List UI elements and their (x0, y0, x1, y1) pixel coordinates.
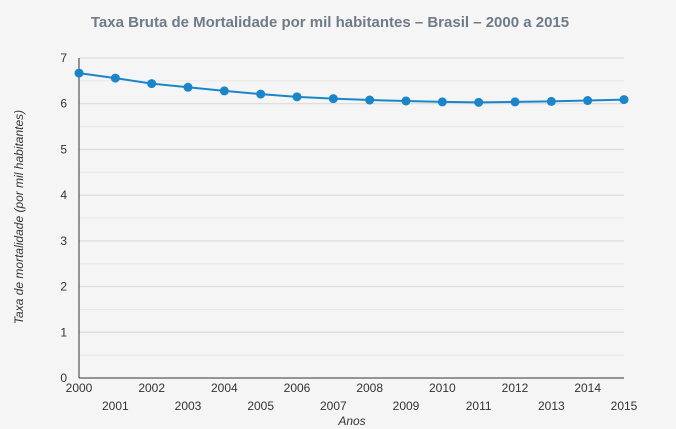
tick-labels: 0 1 2 3 4 5 6 7 2000 2001 2002 2003 2004 2005 2006 2007… (60, 51, 637, 413)
x-tick-label: 2004 (211, 381, 238, 395)
data-point[interactable] (474, 97, 484, 107)
axes (78, 58, 624, 379)
x-tick-label: 2000 (66, 381, 93, 395)
data-point[interactable] (401, 96, 411, 106)
x-tick-label: 2001 (102, 399, 129, 413)
x-tick-label: 2003 (175, 399, 202, 413)
data-points (74, 68, 629, 107)
y-tick-label: 4 (60, 188, 67, 202)
x-tick-label: 2010 (429, 381, 456, 395)
y-tick-label: 1 (60, 325, 67, 339)
x-tick-label: 2005 (247, 399, 274, 413)
x-tick-label: 2009 (393, 399, 420, 413)
y-tick-label: 3 (60, 234, 67, 248)
x-tick-label: 2012 (502, 381, 529, 395)
y-axis-label: Taxa de mortalidade (por mil habitantes) (12, 110, 26, 324)
x-tick-label: 2002 (138, 381, 165, 395)
y-tick-label: 7 (60, 51, 67, 65)
y-tick-label: 2 (60, 280, 67, 294)
data-point[interactable] (510, 97, 520, 107)
data-point[interactable] (219, 86, 229, 96)
grid-lines (79, 57, 624, 356)
series-line (78, 72, 625, 104)
data-point[interactable] (546, 96, 556, 106)
data-point[interactable] (437, 97, 447, 107)
x-tick-label: 2008 (356, 381, 383, 395)
data-point[interactable] (292, 92, 302, 102)
y-tick-label: 0 (60, 371, 67, 385)
x-tick-label: 2015 (611, 399, 638, 413)
data-point[interactable] (74, 68, 84, 78)
series-line (78, 72, 625, 104)
data-point[interactable] (110, 73, 120, 83)
x-axis-label: Anos (337, 414, 365, 428)
y-tick-label: 5 (60, 142, 67, 156)
data-point[interactable] (256, 89, 266, 99)
chart-title: Taxa Bruta de Mortalidade por mil habita… (91, 14, 569, 31)
data-point[interactable] (328, 94, 338, 104)
x-tick-label: 2007 (320, 399, 347, 413)
data-point[interactable] (183, 82, 193, 92)
x-tick-label: 2013 (538, 399, 565, 413)
data-point[interactable] (147, 79, 157, 89)
y-tick-label: 6 (60, 97, 67, 111)
data-point[interactable] (365, 95, 375, 105)
x-tick-label: 2011 (466, 399, 492, 413)
x-tick-label: 2014 (574, 381, 601, 395)
data-point[interactable] (619, 95, 629, 105)
data-point[interactable] (583, 96, 593, 106)
x-tick-label: 2006 (284, 381, 311, 395)
